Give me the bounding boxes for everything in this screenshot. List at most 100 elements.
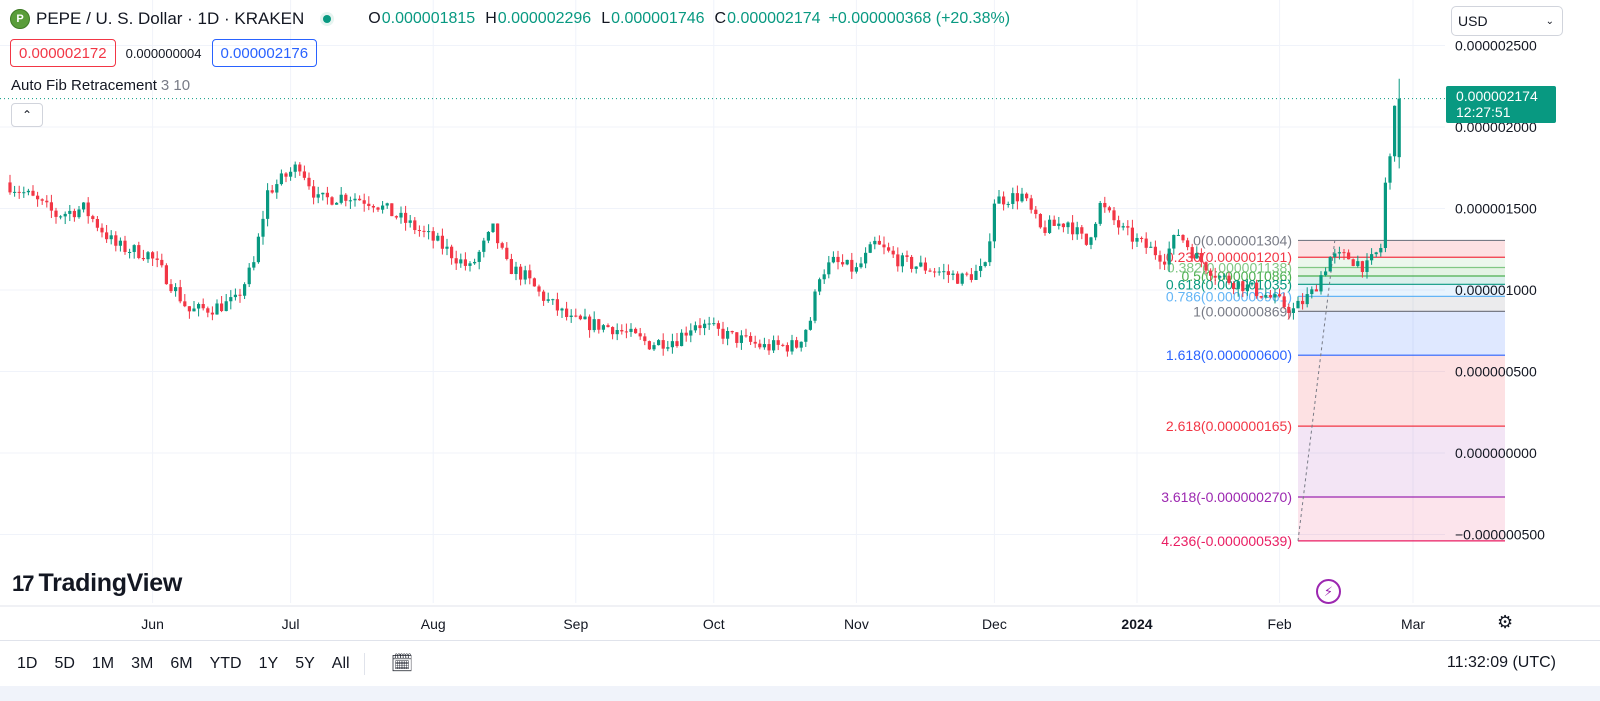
range-button-6m[interactable]: 6M [170,654,193,672]
candle-body [385,203,389,206]
candle-body [836,256,840,263]
candle-body [514,266,518,275]
last-price-value: 0.000002174 [1456,88,1538,104]
candle-body [1186,240,1190,248]
candle-body [17,191,21,193]
range-button-3m[interactable]: 3M [131,654,154,672]
candle-body [1061,223,1065,228]
price-tick-label: 0.000002000 [1455,119,1537,135]
candle-body [330,197,334,205]
candle-body [376,207,380,210]
buy-button[interactable]: 0.000002176 [211,39,318,67]
candle-body [454,258,458,264]
range-button-ytd[interactable]: YTD [209,654,242,672]
candle-body [1084,233,1088,245]
price-chart[interactable]: 0(0.000001304)0.236(0.000001201)0.382(0.… [0,0,1600,640]
range-button-5d[interactable]: 5D [54,654,75,672]
fib-zone [1298,267,1505,276]
range-button-all[interactable]: All [331,654,350,672]
candle-body [969,274,973,280]
collapse-legend-button[interactable]: ⌃ [11,103,43,127]
candle-body [960,273,964,284]
candle-body [197,304,201,309]
indicator-legend[interactable]: Auto Fib Retracement 3 10 [11,77,190,94]
candle-body [1103,202,1107,208]
range-button-1d[interactable]: 1D [17,654,38,672]
candlestick-series [0,78,1445,357]
date-range-icon[interactable]: 🗓 [390,653,414,673]
candle-body [229,297,233,302]
candle-body [983,262,987,266]
candle-body [128,251,132,253]
candle-body [247,267,251,285]
candle-body [1291,308,1295,313]
candle-body [1278,294,1282,297]
time-tick-label: Nov [844,616,869,632]
chevron-down-icon: ⌄ [1545,15,1554,27]
candle-body [841,262,845,265]
candle-body [661,340,665,349]
range-button-5y[interactable]: 5Y [295,654,315,672]
time-tick-label: Oct [703,616,725,632]
candle-body [491,223,495,232]
candle-body [59,216,63,218]
candle-body [279,173,283,185]
candle-body [712,323,716,325]
range-button-1m[interactable]: 1M [91,654,115,672]
chevron-up-icon: ⌃ [21,108,33,122]
candle-body [560,308,564,311]
candle-body [1135,237,1139,242]
candle-body [597,319,601,330]
candle-body [1383,182,1387,249]
time-tick-label: Sep [563,616,588,632]
sell-button[interactable]: 0.000002172 [10,39,116,67]
candle-body [1250,282,1254,285]
candle-body [1351,259,1355,266]
symbol-title[interactable]: PEPE / U. S. Dollar · 1D · KRAKEN [36,9,305,28]
candle-body [896,254,900,267]
market-status-icon[interactable] [320,12,335,26]
fib-level-label: 0.382(0.000001138) [1167,260,1292,276]
bar-countdown: 12:27:51 [1456,104,1511,120]
candle-body [758,343,762,348]
fib-level-label: 2.618(0.000000165) [1166,418,1292,434]
low-label: L [601,10,611,27]
price-tick-label: 0.000000500 [1455,364,1537,380]
candle-body [1071,222,1075,235]
indicator-name[interactable]: Auto Fib Retracement [11,77,157,94]
candle-body [601,325,605,330]
candle-body [1052,219,1056,226]
utc-clock[interactable]: 11:32:09 (UTC) [1446,654,1556,671]
candle-body [1356,261,1360,266]
price-tick-label: 0.000001500 [1455,201,1537,217]
settings-gear-icon[interactable]: ⚙ [1497,612,1514,632]
fib-level-label: 0.786(0.000000961) [1166,288,1292,304]
candle-body [1305,294,1309,305]
candle-body [1218,276,1222,278]
candle-body [436,235,440,241]
lightning-bolt-icon[interactable]: ⚡ [1316,579,1341,604]
fib-zone [1298,497,1505,541]
candle-body [588,316,592,331]
candle-body [86,202,90,217]
candle-body [868,244,872,253]
candle-body [36,195,40,200]
candle-body [1121,226,1125,228]
candle-body [431,231,435,241]
tradingview-logo[interactable]: 17 TradingView [12,569,182,598]
candle-body [224,301,228,312]
range-button-1y[interactable]: 1Y [258,654,279,672]
candle-body [974,270,978,280]
pepe-coin-icon[interactable]: P [10,9,30,29]
candle-body [151,252,155,259]
candle-body [72,210,76,218]
candle-body [519,266,523,280]
candle-body [100,227,104,233]
currency-select[interactable]: USD ⌄ [1451,6,1563,36]
candle-body [1048,219,1052,233]
candle-body [1163,261,1167,265]
candle-body [321,192,325,195]
candle-body [187,306,191,312]
candle-body [592,319,596,331]
candle-body [739,335,743,343]
